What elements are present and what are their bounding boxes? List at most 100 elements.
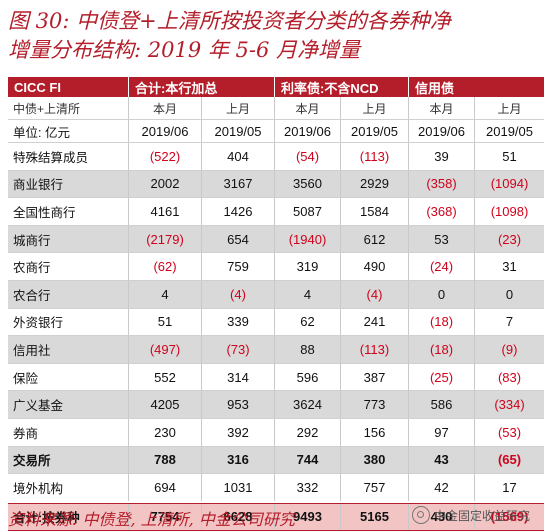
table-cell: 319 (275, 253, 341, 280)
subheader-label: 中债+上清所 (8, 97, 129, 119)
table-cell: 42 (409, 474, 475, 501)
table-cell: 1426 (202, 198, 275, 225)
table-cell: 332 (275, 474, 341, 501)
table-cell: (358) (409, 170, 475, 198)
wechat-icon (412, 506, 430, 524)
units-col: 2019/06 (275, 120, 341, 142)
table-cell: 1584 (341, 198, 409, 225)
table-cell: (9) (501, 341, 518, 357)
table-cell: (2179) (129, 225, 202, 253)
total-cell: 5165 (341, 503, 409, 530)
table-cell: (83) (497, 369, 522, 385)
table-cell: 156 (341, 419, 409, 446)
table-cell: (23) (497, 231, 522, 247)
table-cell: 51 (502, 148, 517, 164)
table-cell: 43 (409, 446, 475, 474)
table-cell: 586 (409, 391, 475, 418)
table-row: 交易所 788 316 744 380 43 (65) (8, 445, 544, 474)
table-row: 券商 230 392 292 156 97 (53) (8, 418, 544, 446)
row-label: 农合行 (8, 281, 129, 308)
row-label: 交易所 (8, 446, 129, 474)
table-cell: 654 (202, 225, 275, 253)
table-row: 商业银行 2002 3167 3560 2929 (358) (1094) (8, 169, 544, 198)
table-cell: 97 (409, 419, 475, 446)
table-cell: 2002 (129, 170, 202, 198)
table-row: 城商行 (2179) 654 (1940) 612 53 (23) (8, 224, 544, 253)
total-cell: 6628 (202, 503, 275, 530)
total-row: 合计:按券种 7754 6628 9493 5165 430 (1569) (8, 502, 544, 531)
table-cell: (24) (409, 253, 475, 280)
table-cell: (368) (409, 198, 475, 225)
table-cell: (522) (129, 143, 202, 170)
subheader-col: 上月 (497, 101, 522, 116)
table-cell: 2929 (341, 170, 409, 198)
table-cell: (497) (129, 336, 202, 363)
units-col: 2019/06 (129, 120, 202, 142)
table-cell: 314 (202, 363, 275, 391)
row-label: 保险 (8, 363, 129, 391)
table-cell: 552 (129, 363, 202, 391)
table-cell: 17 (502, 479, 517, 495)
figure-title-line1: 图 30: 中债登+上清所按投资者分类的各券种净 (8, 9, 451, 33)
row-label: 外资银行 (8, 308, 129, 336)
table-cell: (4) (202, 281, 275, 308)
table-cell: 953 (202, 391, 275, 418)
table-row: 保险 552 314 596 387 (25) (83) (8, 362, 544, 391)
row-label: 全国性商行 (8, 198, 129, 225)
subheader-row: 中债+上清所 本月 上月 本月 上月 本月 上月 (8, 97, 544, 119)
table-cell: (25) (409, 363, 475, 391)
table-cell: 694 (129, 474, 202, 501)
table-cell: (4) (341, 281, 409, 308)
table-cell: (334) (494, 397, 525, 413)
table-cell: (1940) (275, 225, 341, 253)
table-header-row: CICC FI 合计:本行加总 利率债:不含NCD 信用债 (8, 77, 544, 97)
table-cell: 62 (275, 308, 341, 336)
table-cell: 788 (129, 446, 202, 474)
table-cell: 0 (409, 281, 475, 308)
row-label: 农商行 (8, 253, 129, 280)
table-row: 境外机构 694 1031 332 757 42 17 (8, 473, 544, 501)
table-cell: 744 (275, 446, 341, 474)
table-cell: 3167 (202, 170, 275, 198)
row-label: 商业银行 (8, 170, 129, 198)
table-cell: 3560 (275, 170, 341, 198)
table-cell: 51 (129, 308, 202, 336)
table-cell: (54) (275, 143, 341, 170)
units-col: 2019/06 (409, 120, 475, 142)
table-cell: 292 (275, 419, 341, 446)
units-col: 2019/05 (202, 120, 275, 142)
row-label: 广义基金 (8, 391, 129, 418)
total-cell: (1569) (490, 509, 529, 525)
table-cell: 380 (341, 446, 409, 474)
header-cicc-fi: CICC FI (8, 77, 129, 97)
table-cell: (73) (202, 336, 275, 363)
table-cell: 392 (202, 419, 275, 446)
table-cell: 4161 (129, 198, 202, 225)
table-cell: 7 (505, 314, 514, 330)
figure-title-line2: 增量分布结构: 2019 年 5-6 月净增量 (8, 38, 361, 62)
table-row: 全国性商行 4161 1426 5087 1584 (368) (1098) (8, 197, 544, 225)
total-label: 合计:按券种 (8, 503, 129, 530)
table-cell: (62) (129, 253, 202, 280)
units-label: 单位: 亿元 (8, 120, 129, 142)
row-label: 券商 (8, 419, 129, 446)
table-cell: 5087 (275, 198, 341, 225)
subheader-col: 本月 (129, 97, 202, 119)
units-row: 单位: 亿元 2019/06 2019/05 2019/06 2019/05 2… (8, 119, 544, 142)
table-cell: 316 (202, 446, 275, 474)
row-label: 信用社 (8, 336, 129, 363)
table-row: 特殊结算成员 (522) 404 (54) (113) 39 51 (8, 142, 544, 170)
table-cell: 490 (341, 253, 409, 280)
table-row: 广义基金 4205 953 3624 773 586 (334) (8, 390, 544, 418)
table-cell: 339 (202, 308, 275, 336)
table-cell: 53 (409, 225, 475, 253)
table-cell: (113) (341, 336, 409, 363)
table-cell: (1098) (490, 203, 529, 219)
row-label: 特殊结算成员 (8, 143, 129, 170)
table-cell: 230 (129, 419, 202, 446)
table-row: 农商行 (62) 759 319 490 (24) 31 (8, 252, 544, 280)
table-row: 农合行 4 (4) 4 (4) 0 0 (8, 280, 544, 308)
table-cell: 404 (202, 143, 275, 170)
table-cell: 88 (275, 336, 341, 363)
table-cell: 612 (341, 225, 409, 253)
